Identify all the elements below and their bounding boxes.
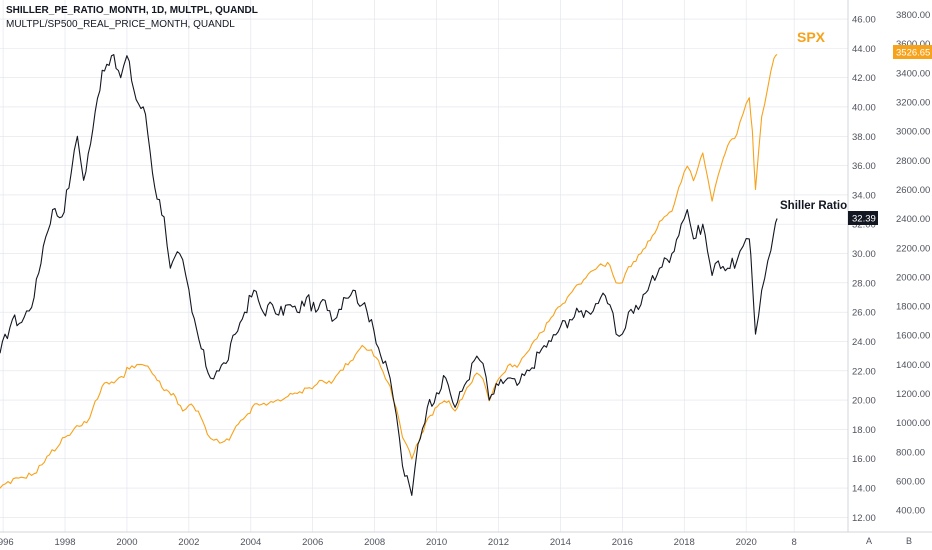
left-price-axis[interactable]: 12.00 14.00 16.00 18.00 20.00 22.00 24.00 26.00… — [852, 15, 876, 524]
auto-scale-button[interactable]: A — [866, 536, 872, 546]
spx-price-badge: 3526.65 — [893, 45, 932, 59]
legend-shiller-series[interactable]: SHILLER_PE_RATIO_MONTH, 1D, MULTPL, QUAN… — [6, 5, 258, 16]
shiller-price-badge: 32.39 — [848, 211, 878, 225]
right-axis-tick-label: 3400.00 — [896, 68, 930, 79]
left-axis-tick-label: 28.00 — [852, 278, 876, 289]
x-axis-tick-label: 2016 — [612, 537, 633, 548]
left-axis-tick-label: 44.00 — [852, 44, 876, 55]
left-axis-tick-label: 12.00 — [852, 513, 876, 524]
left-axis-tick-label: 46.00 — [852, 15, 876, 26]
x-axis-tick-label: 1998 — [54, 537, 75, 548]
spx-badge-bg — [893, 45, 932, 59]
right-axis-tick-label: 400.00 — [896, 506, 925, 517]
left-axis-tick-label: 14.00 — [852, 484, 876, 495]
left-axis-tick-label: 30.00 — [852, 249, 876, 260]
shiller-badge-text: 32.39 — [852, 214, 876, 225]
spx-annotation: SPX — [797, 29, 826, 45]
x-axis-tick-label: 2010 — [426, 537, 447, 548]
right-axis-tick-label: 2800.00 — [896, 156, 930, 167]
x-axis-tick-label: 2018 — [674, 537, 695, 548]
left-axis-tick-label: 16.00 — [852, 454, 876, 465]
left-axis-tick-label: 40.00 — [852, 102, 876, 113]
shiller-series-line[interactable] — [0, 54, 778, 496]
left-axis-tick-label: 32.00 — [852, 220, 876, 231]
x-axis-tick-label: 2004 — [240, 537, 261, 548]
left-axis-tick-label: 38.00 — [852, 132, 876, 143]
x-axis-tick-label: 2006 — [302, 537, 323, 548]
left-axis-tick-label: 34.00 — [852, 190, 876, 201]
right-axis-tick-label: 600.00 — [896, 476, 925, 487]
left-axis-tick-label: 26.00 — [852, 308, 876, 319]
left-axis-tick-label: 22.00 — [852, 366, 876, 377]
right-axis-tick-label: 2600.00 — [896, 185, 930, 196]
x-axis-tick-label: 2008 — [364, 537, 385, 548]
right-axis-tick-label: 1000.00 — [896, 418, 930, 429]
log-scale-button[interactable]: B — [906, 536, 912, 546]
left-axis-tick-label: 36.00 — [852, 161, 876, 172]
right-axis-tick-label: 2400.00 — [896, 214, 930, 225]
left-axis-tick-label: 20.00 — [852, 396, 876, 407]
x-axis-tick-label: 1996 — [0, 537, 14, 548]
x-axis-tick-label: 2002 — [178, 537, 199, 548]
x-axis-tick-label: 2014 — [550, 537, 571, 548]
x-axis-tick-label: 2000 — [116, 537, 137, 548]
x-axis-tick-label: 2012 — [488, 537, 509, 548]
left-axis-tick-label: 24.00 — [852, 337, 876, 348]
right-price-axis[interactable]: 400.00 600.00 800.00 1000.00 1200.00 1400.00 1… — [896, 10, 930, 517]
right-axis-tick-label: 1800.00 — [896, 302, 930, 313]
x-axis-tick-label: 2020 — [736, 537, 757, 548]
right-axis-tick-label: 2000.00 — [896, 272, 930, 283]
right-axis-tick-label: 2200.00 — [896, 243, 930, 254]
right-axis-tick-label: 1400.00 — [896, 360, 930, 371]
shiller-annotation: Shiller Ratio — [780, 200, 847, 212]
right-axis-tick-label: 1600.00 — [896, 331, 930, 342]
series-layer — [0, 53, 778, 496]
right-axis-tick-label: 3000.00 — [896, 127, 930, 138]
right-axis-tick-label: 3200.00 — [896, 98, 930, 109]
right-axis-tick-label: 3600.00 — [896, 39, 930, 50]
grid-lines — [0, 0, 848, 532]
left-axis-tick-label: 42.00 — [852, 73, 876, 84]
spx-badge-text: 3526.65 — [896, 48, 930, 59]
right-axis-tick-label: 800.00 — [896, 447, 925, 458]
time-axis[interactable]: 1996 1998 2000 2002 2004 2006 2008 2010 2012 2014… — [0, 537, 797, 548]
right-axis-tick-label: 1200.00 — [896, 389, 930, 400]
legend-spx-series[interactable]: MULTPL/SP500_REAL_PRICE_MONTH, QUANDL — [6, 19, 235, 30]
x-axis-tick-label: 8 — [792, 537, 797, 548]
shiller-badge-bg — [848, 211, 878, 225]
right-axis-tick-label: 3800.00 — [896, 10, 930, 21]
spx-series-line[interactable] — [0, 53, 778, 489]
left-axis-tick-label: 18.00 — [852, 425, 876, 436]
